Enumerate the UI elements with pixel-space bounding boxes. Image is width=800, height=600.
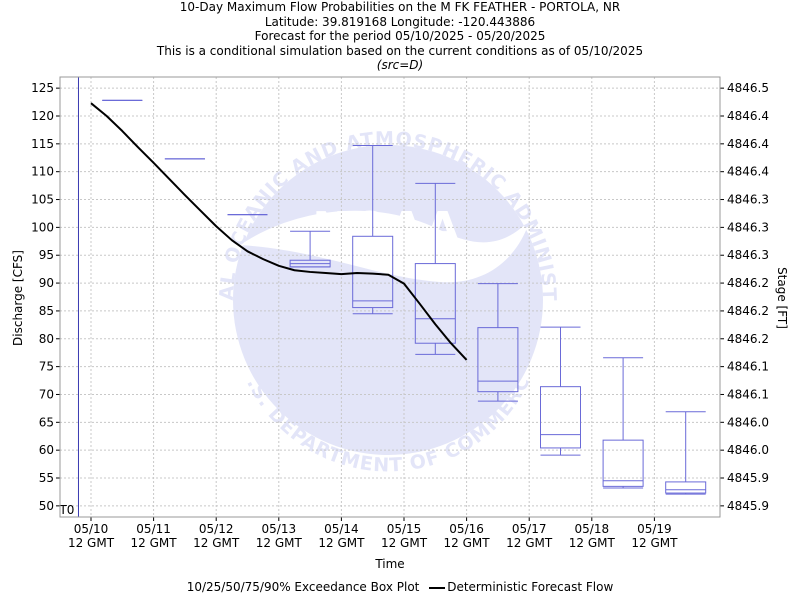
- x-tick-time-label: 12 GMT: [569, 536, 616, 550]
- x-tick-date-label: 05/11: [136, 522, 171, 536]
- legend-box-label: 10/25/50/75/90% Exceedance Box Plot: [186, 580, 420, 594]
- y-tick-label: 75: [39, 360, 54, 374]
- box-iqr: [352, 235, 394, 309]
- box-iqr: [477, 327, 519, 393]
- y2-tick-label: 4846.4: [727, 165, 769, 179]
- y2-tick-label: 4846.3: [727, 248, 769, 262]
- y-tick-label: 55: [39, 471, 54, 485]
- y-tick-label: 90: [39, 276, 54, 290]
- x-tick-time-label: 12 GMT: [631, 536, 678, 550]
- y-tick-label: 110: [31, 165, 54, 179]
- y-tick-label: 120: [31, 109, 54, 123]
- y-tick-label: 65: [39, 415, 54, 429]
- chart-title-line-2: Latitude: 39.819168 Longitude: -120.4438…: [264, 14, 536, 29]
- x-tick-date-label: 05/13: [262, 522, 297, 536]
- x-tick-date-label: 05/18: [575, 522, 610, 536]
- y2-tick-label: 4846.0: [727, 415, 769, 429]
- y-tick-label: 70: [39, 387, 54, 401]
- y2-tick-label: 4846.2: [727, 304, 769, 318]
- x-tick-time-label: 12 GMT: [68, 536, 115, 550]
- y-tick-label: 100: [31, 220, 54, 234]
- legend-line-swatch: [429, 586, 446, 589]
- forecast-line: [90, 102, 468, 361]
- x-tick-time-label: 12 GMT: [318, 536, 365, 550]
- y-tick-label: 85: [39, 304, 54, 318]
- y2-axis-label: Stage [FT]: [775, 267, 789, 329]
- y2-tick-label: 4845.9: [727, 499, 769, 513]
- chart-title-block: 10-Day Maximum Flow Probabilities on the…: [0, 0, 800, 73]
- y2-tick-label: 4846.1: [727, 387, 769, 401]
- watermark-gull-shape: [240, 210, 530, 283]
- y-axis-label: Discharge [CFS]: [11, 250, 25, 346]
- y2-tick-label: 4846.0: [727, 443, 769, 457]
- source-note: (src=D): [376, 58, 424, 72]
- x-tick-date-label: 05/15: [387, 522, 422, 536]
- box-iqr: [602, 439, 644, 487]
- y-tick-label: 95: [39, 248, 54, 262]
- axes: 50 4845.9 55 4845.9 60 4846.0 65 4846.0 70 4846.1…: [31, 76, 769, 550]
- x-tick-time-label: 12 GMT: [256, 536, 303, 550]
- chart-title-line-4: This is a conditional simulation based o…: [156, 43, 644, 58]
- y-tick-label: 125: [31, 81, 54, 95]
- x-tick-time-label: 12 GMT: [193, 536, 240, 550]
- y2-tick-label: 4846.1: [727, 360, 769, 374]
- y-tick-label: 50: [39, 499, 54, 513]
- x-tick-date-label: 05/14: [324, 522, 359, 536]
- x-tick-time-label: 12 GMT: [506, 536, 553, 550]
- watermark-logo-text: NOAA: [312, 203, 461, 254]
- chart-title-line-1: 10-Day Maximum Flow Probabilities on the…: [179, 0, 621, 14]
- y2-tick-label: 4846.2: [727, 276, 769, 290]
- x-tick-time-label: 12 GMT: [131, 536, 178, 550]
- x-tick-date-label: 05/16: [449, 522, 484, 536]
- x-tick-time-label: 12 GMT: [444, 536, 491, 550]
- x-tick-date-label: 05/10: [74, 522, 109, 536]
- legend-line-label: Deterministic Forecast Flow: [447, 580, 614, 594]
- box-iqr: [414, 263, 456, 344]
- x-tick-date-label: 05/12: [199, 522, 234, 536]
- y-tick-label: 115: [31, 137, 54, 151]
- t0-label: T0: [58, 503, 74, 517]
- y2-tick-label: 4846.3: [727, 193, 769, 207]
- exceedance-boxes: [102, 99, 707, 495]
- chart-title-line-3: Forecast for the period 05/10/2025 - 05/…: [254, 29, 546, 43]
- x-tick-date-label: 05/19: [637, 522, 672, 536]
- x-tick-time-label: 12 GMT: [381, 536, 428, 550]
- x-axis-label: Time: [374, 557, 404, 571]
- y-tick-label: 80: [39, 332, 54, 346]
- y-tick-label: 105: [31, 193, 54, 207]
- y2-tick-label: 4846.2: [727, 332, 769, 346]
- plot-frame: [59, 76, 721, 518]
- y-tick-label: 60: [39, 443, 54, 457]
- grid-lines: [60, 77, 720, 517]
- legend: 10/25/50/75/90% Exceedance Box Plot Dete…: [0, 580, 800, 594]
- y2-tick-label: 4846.4: [727, 137, 769, 151]
- box-iqr: [540, 386, 581, 449]
- forecast-line-group: [90, 102, 468, 361]
- y2-tick-label: 4846.4: [727, 109, 769, 123]
- y2-tick-label: 4846.3: [727, 220, 769, 234]
- x-tick-date-label: 05/17: [512, 522, 547, 536]
- box-iqr: [665, 481, 707, 494]
- y2-tick-label: 4846.5: [727, 81, 769, 95]
- noaa-watermark: NOAA NATIONAL OCEANIC AND ATMOSPHERIC AD…: [0, 0, 559, 477]
- y2-tick-label: 4845.9: [727, 471, 769, 485]
